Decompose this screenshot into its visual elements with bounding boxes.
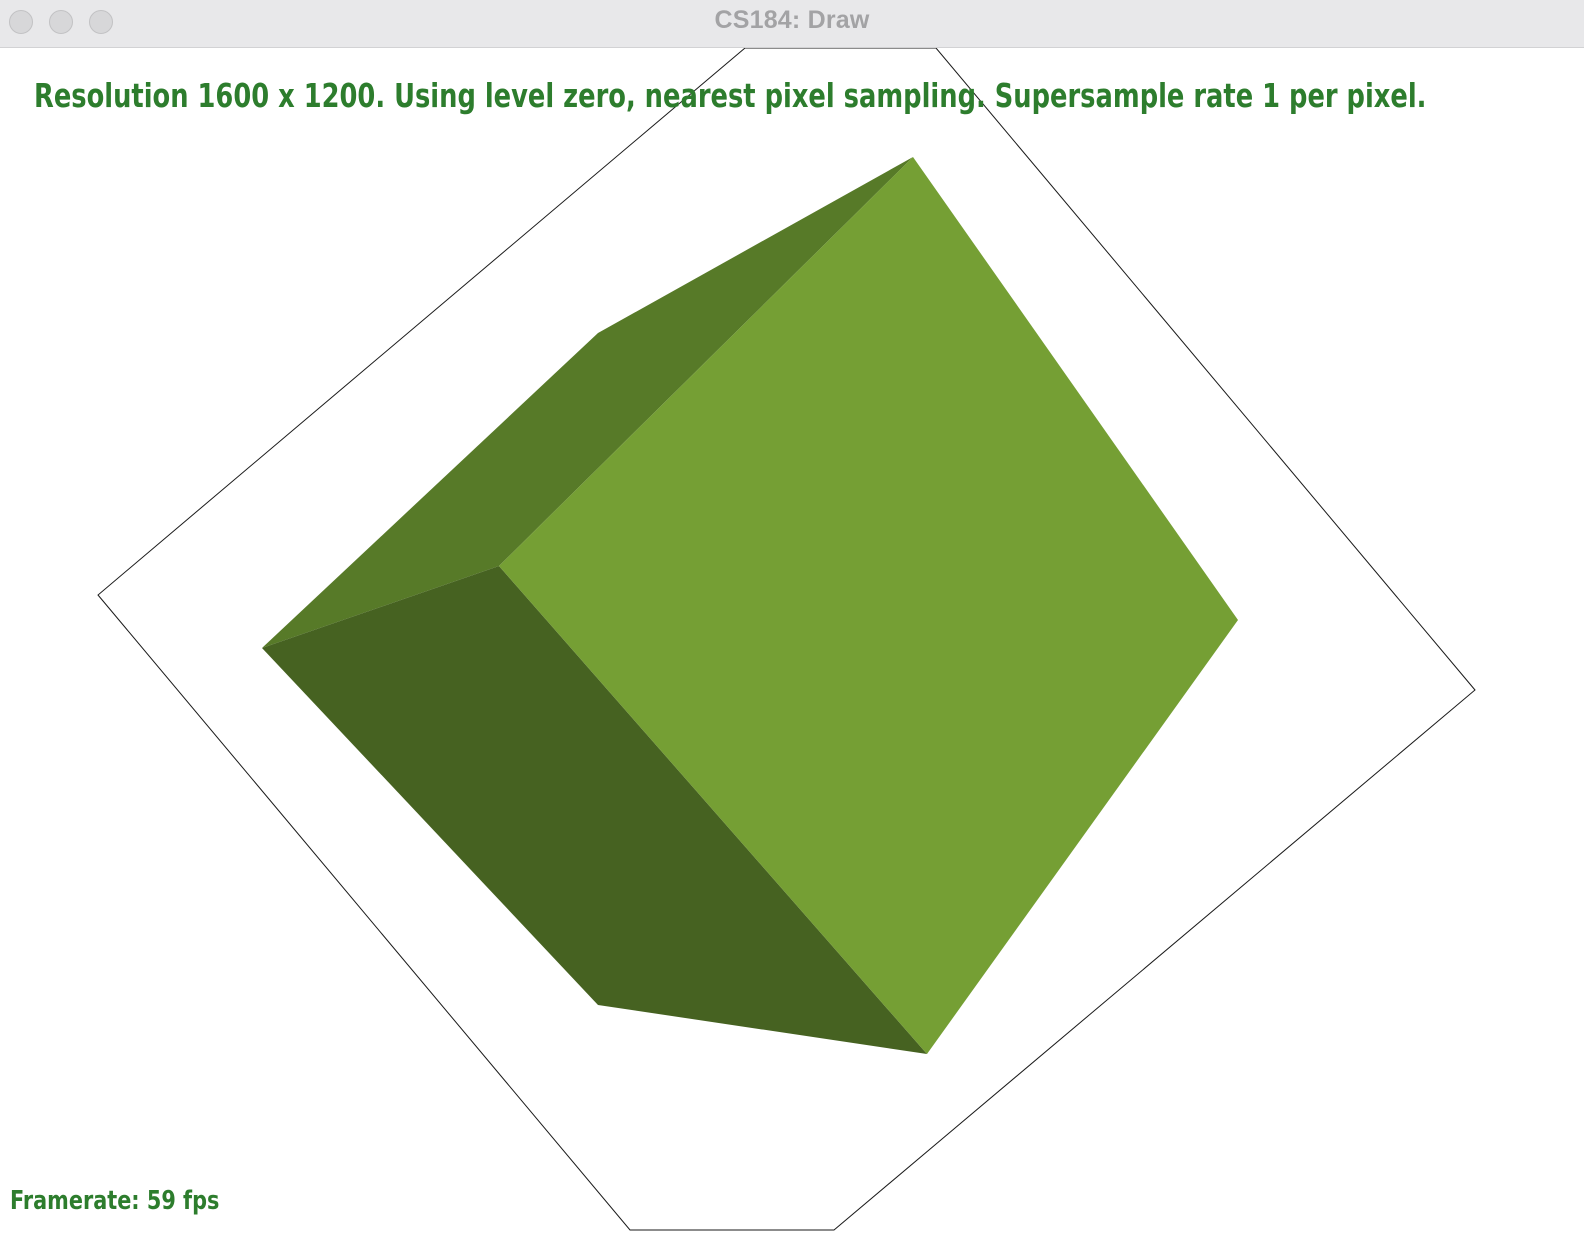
render-status-text: Resolution 1600 x 1200. Using level zero… [34, 76, 1427, 115]
minimize-window-button[interactable] [49, 10, 73, 34]
cube-face-front [499, 157, 1238, 1054]
scene-svg[interactable] [0, 48, 1584, 1242]
window-title: CS184: Draw [714, 6, 870, 34]
cube-face-left [262, 566, 927, 1054]
rotated-square-outline [97, 48, 1476, 1231]
framerate-text: Framerate: 59 fps [10, 1186, 220, 1216]
close-window-button[interactable] [9, 10, 33, 34]
title-bar[interactable]: CS184: Draw [0, 0, 1584, 48]
cube-face-top [262, 157, 913, 648]
drawing-canvas[interactable] [0, 48, 1584, 1242]
zoom-window-button[interactable] [89, 10, 113, 34]
